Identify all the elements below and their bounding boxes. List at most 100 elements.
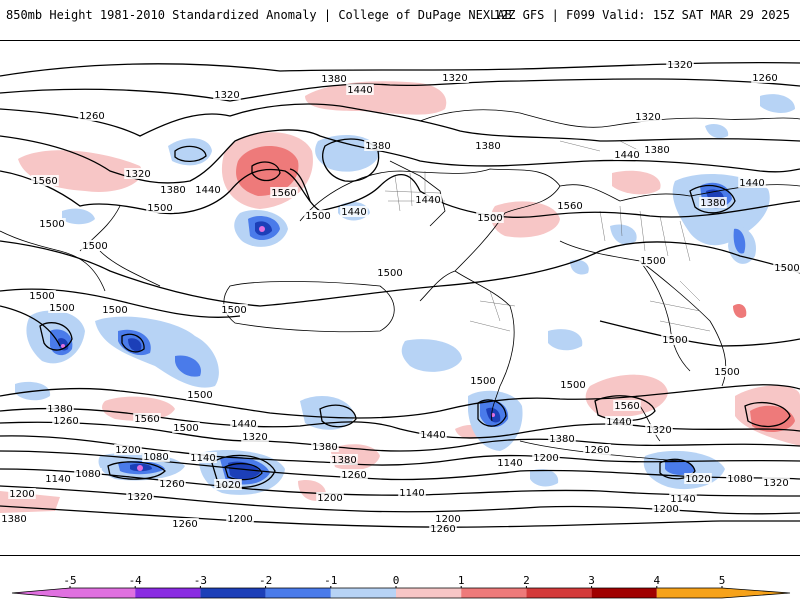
contour-label: 1320	[667, 60, 692, 71]
contour-label-bg	[346, 84, 374, 95]
contour-label-bg	[340, 206, 368, 217]
contour-label-bg	[270, 187, 298, 198]
contour-label-bg	[364, 140, 392, 151]
colorbar-tick-label: 0	[392, 574, 400, 587]
contour-label-bg	[220, 304, 248, 315]
contour-label: 1500	[662, 335, 687, 346]
colorbar-segment	[330, 588, 396, 598]
contour-label-bg	[159, 184, 187, 195]
contour-label-bg	[213, 89, 241, 100]
contour-label-bg	[142, 451, 170, 462]
anomaly-colorbar: -5 -4 -3 -2 -1 0 1 2 3 4 5	[0, 574, 800, 600]
contour-label: 1560	[557, 201, 582, 212]
contour-label-bg	[189, 452, 217, 463]
contour-label: 1380	[644, 145, 669, 156]
contour-label: 1560	[32, 176, 57, 187]
contour-label-bg	[751, 72, 779, 83]
model-run-info: 12Z GFS | F099 Valid: 15Z SAT MAR 29 202…	[493, 8, 790, 22]
contour-label: 1440	[614, 150, 639, 161]
contour-label-bg	[158, 478, 186, 489]
contour-label-bg	[398, 487, 426, 498]
contour-label: 1320	[242, 432, 267, 443]
contour-label-bg	[0, 513, 28, 524]
colorbar-tick-label: -5	[63, 574, 77, 587]
contour-label: 1200	[115, 445, 140, 456]
contour-label: 1500	[714, 367, 739, 378]
contour-label: 1140	[45, 474, 70, 485]
contour-label: 1500	[39, 219, 64, 230]
contour-label-bg	[556, 200, 584, 211]
contour-label-bg	[613, 400, 641, 411]
contour-label-bg	[645, 424, 673, 435]
colorbar-segment	[200, 588, 266, 598]
contour-label: 1200	[653, 504, 678, 515]
contour-label: 1080	[75, 469, 100, 480]
contour-label-bg	[773, 262, 800, 273]
contour-label-bg	[583, 444, 611, 455]
contour-label: 1080	[143, 452, 168, 463]
contour-label: 1560	[271, 188, 296, 199]
contour-label: 1020	[215, 480, 240, 491]
contour-label: 1500	[774, 263, 799, 274]
contour-label: 1200	[435, 514, 460, 525]
contour-label-bg	[684, 473, 712, 484]
contour-label-bg	[214, 479, 242, 490]
contour-label: 1260	[79, 111, 104, 122]
contour-label-bg	[652, 503, 680, 514]
contour-label-bg	[78, 110, 106, 121]
contour-label: 1380	[1, 514, 26, 525]
contour-label-bg	[469, 375, 497, 386]
contour-label-bg	[172, 422, 200, 433]
contour-label-bg	[194, 184, 222, 195]
colorbar-tick-label: 2	[523, 574, 530, 587]
contour-label-bg	[316, 492, 344, 503]
contour-label: 1500	[477, 213, 502, 224]
contour-label-bg	[28, 290, 56, 301]
contour-label: 1440	[347, 85, 372, 96]
contour-label: 1500	[29, 291, 54, 302]
contour-label: 1440	[606, 417, 631, 428]
contour-label-bg	[434, 513, 462, 524]
contour-label-bg	[643, 144, 671, 155]
contour-label-bg	[613, 149, 641, 160]
contour-label-bg	[762, 477, 790, 488]
contour-label-bg	[419, 429, 447, 440]
contour-label: 1320	[646, 425, 671, 436]
contour-label-bg	[311, 441, 339, 452]
contour-label: 1260	[752, 73, 777, 84]
contour-label-bg	[666, 59, 694, 70]
contour-label: 1140	[497, 458, 522, 469]
contour-label-bg	[559, 379, 587, 390]
contour-label: 1260	[430, 524, 455, 535]
colorbar-high-arrow	[722, 588, 790, 598]
anomaly-map: 1320 1320 1260 1380 1440 1320 1260 1320 1380 1380…	[0, 40, 800, 556]
contour-label: 1560	[134, 414, 159, 425]
contour-label-bg	[31, 175, 59, 186]
contour-label-bg	[699, 197, 727, 208]
colorbar-tick-label: -4	[128, 574, 142, 587]
contour-label-bg	[44, 473, 72, 484]
colorbar-low-arrow	[12, 588, 70, 598]
contour-label: 1260	[584, 445, 609, 456]
contour-label: 1380	[700, 198, 725, 209]
contour-label-bg	[124, 168, 152, 179]
contour-label-bg	[133, 413, 161, 424]
contour-label-bg	[81, 240, 109, 251]
contour-label-bg	[634, 111, 662, 122]
contour-label: 1500	[377, 268, 402, 279]
contour-label: 1500	[102, 305, 127, 316]
contour-label: 1500	[49, 303, 74, 314]
contour-label: 1500	[640, 256, 665, 267]
contour-label: 1200	[533, 453, 558, 464]
contour-label-bg	[738, 177, 766, 188]
contour-label-bg	[639, 255, 667, 266]
colorbar-segment	[461, 588, 527, 598]
contour-label: 1500	[221, 305, 246, 316]
contour-label: 1200	[9, 489, 34, 500]
contour-label: 1140	[670, 494, 695, 505]
colorbar-tick-label: 5	[718, 574, 726, 587]
contour-label-bg	[414, 194, 442, 205]
contour-label-bg	[669, 493, 697, 504]
country-borders	[384, 140, 711, 332]
